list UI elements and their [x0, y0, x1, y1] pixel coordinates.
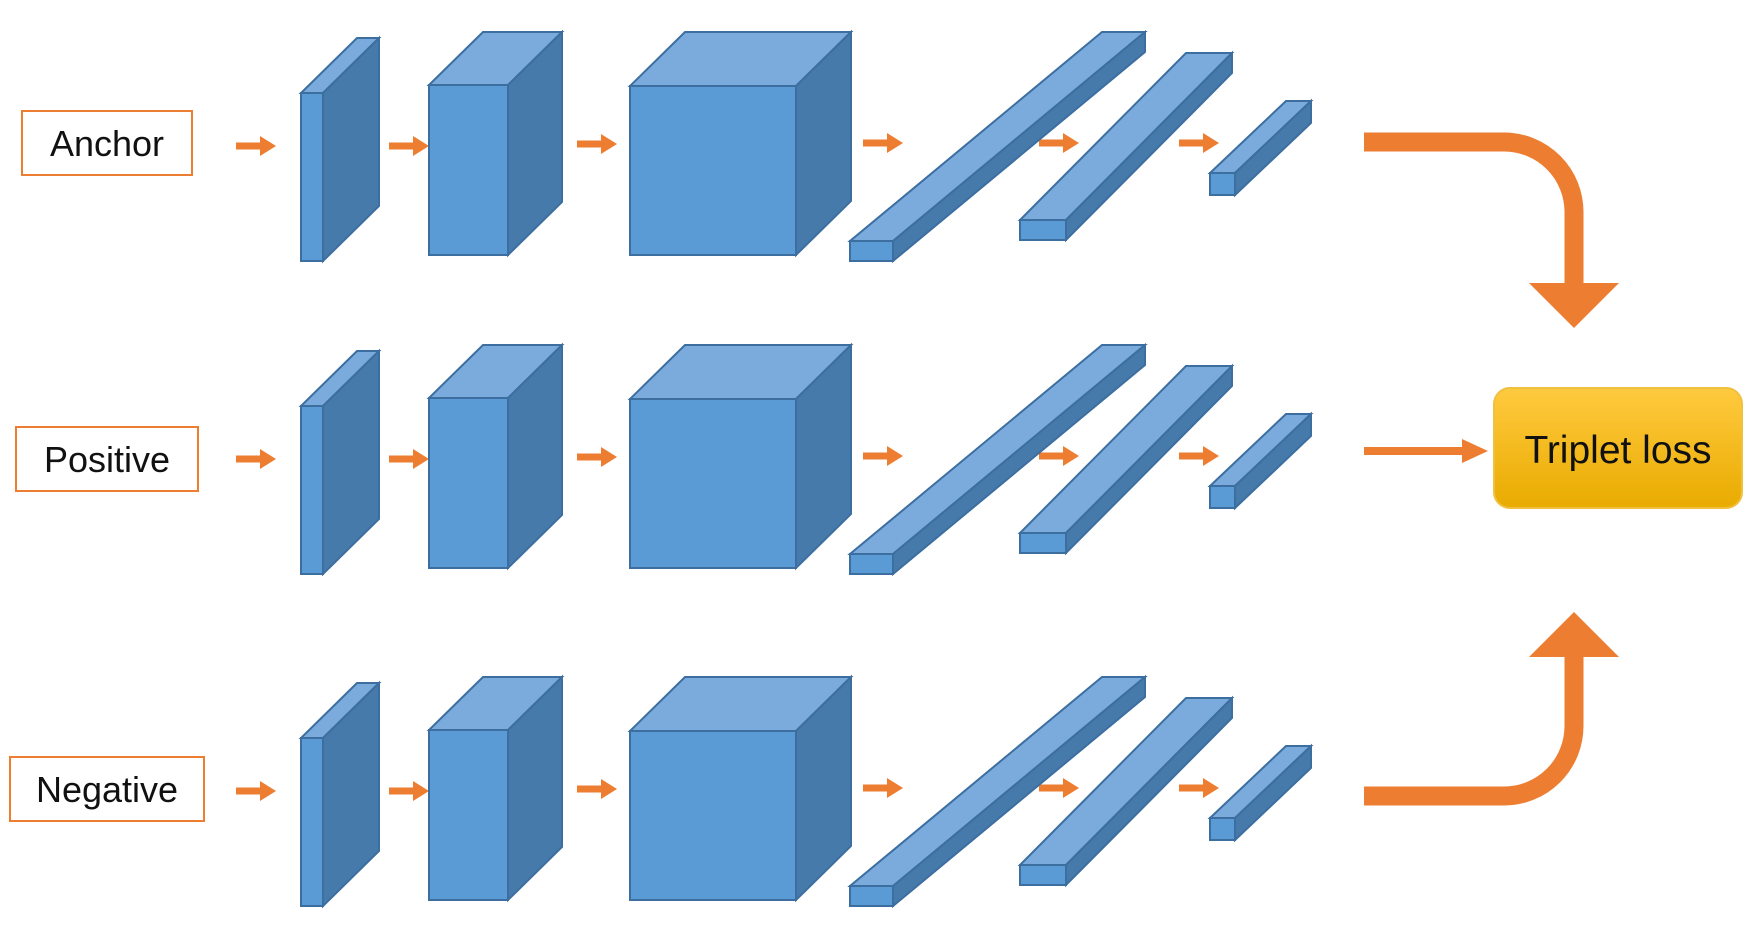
triplet-loss-box: Triplet loss — [1493, 387, 1743, 509]
negative-flow-arrow — [1039, 778, 1079, 798]
positive-layer-block — [298, 348, 382, 577]
anchor-layer-block — [1017, 50, 1235, 243]
positive-layer-block — [1017, 363, 1235, 556]
anchor-flow-arrow — [1179, 133, 1219, 153]
positive-layer-block — [627, 342, 854, 571]
negative-branch: Negative — [9, 674, 1314, 909]
positive-layer-block — [1207, 411, 1314, 511]
positive-flow-arrow — [863, 446, 903, 466]
positive-merge-arrow — [1364, 439, 1488, 463]
anchor-flow-arrow — [577, 134, 617, 154]
positive-layer-block — [426, 342, 565, 571]
anchor-flow-arrow — [389, 136, 429, 156]
negative-layer-block — [847, 674, 1148, 909]
triplet-loss-label: Triplet loss — [1524, 429, 1711, 472]
positive-input-label: Positive — [44, 439, 170, 480]
anchor-layer-block — [426, 29, 565, 258]
positive-layer-block — [847, 342, 1148, 577]
negative-input-label: Negative — [36, 769, 178, 810]
positive-flow-arrow — [1179, 446, 1219, 466]
anchor-input-box: Anchor — [21, 110, 193, 176]
anchor-flow-arrow — [236, 136, 276, 156]
negative-layer-block — [298, 680, 382, 909]
anchor-branch: Anchor — [21, 29, 1314, 264]
anchor-layer-block — [847, 29, 1148, 264]
negative-input-box: Negative — [9, 756, 205, 822]
anchor-input-label: Anchor — [50, 123, 164, 164]
positive-flow-arrow — [577, 447, 617, 467]
anchor-flow-arrow — [863, 133, 903, 153]
anchor-layer-block — [298, 35, 382, 264]
positive-flow-arrow — [1039, 446, 1079, 466]
negative-flow-arrow — [389, 781, 429, 801]
anchor-merge-arrow — [1364, 132, 1619, 328]
negative-merge-arrow — [1364, 612, 1619, 806]
anchor-layer-block — [627, 29, 854, 258]
negative-flow-arrow — [1179, 778, 1219, 798]
positive-input-box: Positive — [15, 426, 199, 492]
negative-layer-block — [1207, 743, 1314, 843]
negative-layer-block — [627, 674, 854, 903]
anchor-flow-arrow — [1039, 133, 1079, 153]
anchor-layer-block — [1207, 98, 1314, 198]
negative-layer-block — [1017, 695, 1235, 888]
negative-flow-arrow — [236, 781, 276, 801]
negative-flow-arrow — [863, 778, 903, 798]
positive-branch: Positive — [15, 342, 1314, 577]
positive-flow-arrow — [236, 449, 276, 469]
negative-layer-block — [426, 674, 565, 903]
positive-flow-arrow — [389, 449, 429, 469]
negative-flow-arrow — [577, 779, 617, 799]
